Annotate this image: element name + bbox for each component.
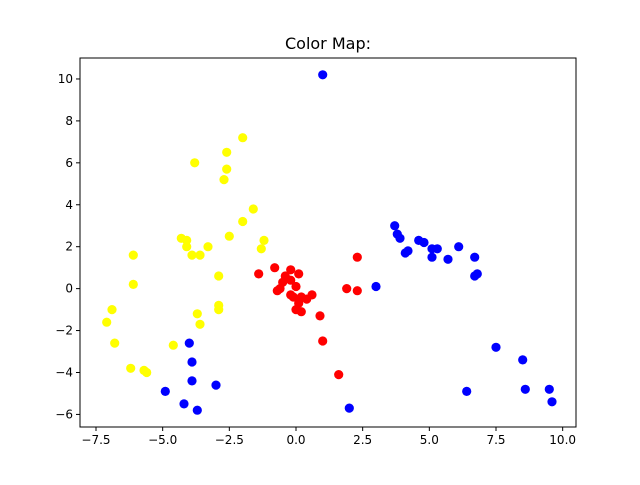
x-tick-label: 0.0 xyxy=(286,433,305,447)
scatter-point xyxy=(419,237,429,248)
scatter-point xyxy=(520,384,530,394)
scatter-point xyxy=(187,250,197,260)
scatter-point xyxy=(470,252,480,262)
scatter-point xyxy=(272,286,282,296)
x-tick-label: 10.0 xyxy=(549,433,576,447)
scatter-point xyxy=(294,269,304,279)
scatter-point xyxy=(187,376,197,386)
y-tick-label: 4 xyxy=(65,198,73,212)
scatter-point xyxy=(390,221,400,231)
scatter-point xyxy=(107,305,117,315)
scatter-point xyxy=(547,397,557,407)
scatter-point xyxy=(192,405,202,415)
scatter-point xyxy=(184,338,194,348)
scatter-point xyxy=(472,269,482,279)
points-layer xyxy=(102,70,557,415)
y-tick-label: 0 xyxy=(65,282,73,296)
scatter-point xyxy=(454,242,464,252)
x-tick-label: −2.5 xyxy=(215,433,244,447)
scatter-point xyxy=(518,355,528,365)
scatter-point xyxy=(195,250,205,260)
x-tick-label: 5.0 xyxy=(420,433,439,447)
y-tick-label: −6 xyxy=(55,407,73,421)
scatter-point xyxy=(427,252,437,262)
scatter-point xyxy=(286,265,296,275)
chart-title: Color Map: xyxy=(285,34,371,53)
scatter-point xyxy=(334,370,344,380)
scatter-point xyxy=(203,242,213,252)
scatter-point xyxy=(256,244,266,254)
scatter-point xyxy=(128,279,138,289)
scatter-point xyxy=(192,309,202,319)
scatter-point xyxy=(214,271,224,281)
scatter-point xyxy=(352,286,362,296)
x-tick-label: 7.5 xyxy=(486,433,505,447)
y-tick-label: 10 xyxy=(58,72,73,86)
scatter-point xyxy=(352,252,362,262)
scatter-point xyxy=(160,386,170,396)
scatter-point xyxy=(219,175,229,185)
scatter-point xyxy=(443,254,453,264)
scatter-point xyxy=(128,250,138,260)
scatter-point xyxy=(238,216,248,227)
scatter-point xyxy=(291,281,301,292)
scatter-point xyxy=(296,307,306,317)
x-axis: −7.5 −5.0 −2.5 0.0 2.5 5.0 7.5 10.0 xyxy=(81,427,576,447)
y-tick-label: 8 xyxy=(65,114,73,128)
scatter-point xyxy=(179,399,189,409)
scatter-point xyxy=(190,158,200,168)
y-tick-label: 2 xyxy=(65,240,73,254)
scatter-point xyxy=(214,305,224,315)
scatter-point xyxy=(395,233,405,243)
scatter-point xyxy=(102,317,112,327)
scatter-point xyxy=(288,292,298,302)
y-tick-label: 6 xyxy=(65,156,73,170)
x-tick-label: −7.5 xyxy=(81,433,110,447)
scatter-point xyxy=(286,275,296,285)
scatter-point xyxy=(222,147,232,157)
scatter-point xyxy=(432,244,442,254)
scatter-point xyxy=(222,164,232,174)
scatter-point xyxy=(168,340,178,350)
scatter-point xyxy=(491,342,501,352)
scatter-point xyxy=(182,235,192,245)
scatter-point xyxy=(126,363,136,373)
scatter-point xyxy=(187,357,197,367)
scatter-point xyxy=(110,338,120,348)
scatter-point xyxy=(254,269,264,279)
y-tick-label: −4 xyxy=(55,365,73,379)
scatter-point xyxy=(344,403,354,413)
y-axis: −6 −4 −2 0 2 4 6 8 10 xyxy=(55,72,80,421)
scatter-point xyxy=(462,386,472,396)
scatter-point xyxy=(403,246,413,256)
plot-area-frame xyxy=(79,57,577,428)
scatter-point xyxy=(318,336,328,346)
scatter-point xyxy=(248,204,258,214)
scatter-point xyxy=(307,290,317,300)
scatter-point xyxy=(238,133,248,143)
scatter-point xyxy=(270,263,280,273)
scatter-point xyxy=(342,284,352,294)
scatter-point xyxy=(211,380,221,390)
scatter-point xyxy=(182,242,192,252)
y-tick-label: −2 xyxy=(55,324,73,338)
scatter-point xyxy=(195,319,205,329)
scatter-point xyxy=(259,235,269,245)
x-tick-label: 2.5 xyxy=(353,433,372,447)
x-tick-label: −5.0 xyxy=(148,433,177,447)
scatter-point xyxy=(315,311,325,321)
scatter-point xyxy=(544,384,554,394)
scatter-point xyxy=(318,70,328,80)
scatter-point xyxy=(142,367,152,378)
scatter-point xyxy=(371,281,381,292)
scatter-point xyxy=(224,231,234,241)
